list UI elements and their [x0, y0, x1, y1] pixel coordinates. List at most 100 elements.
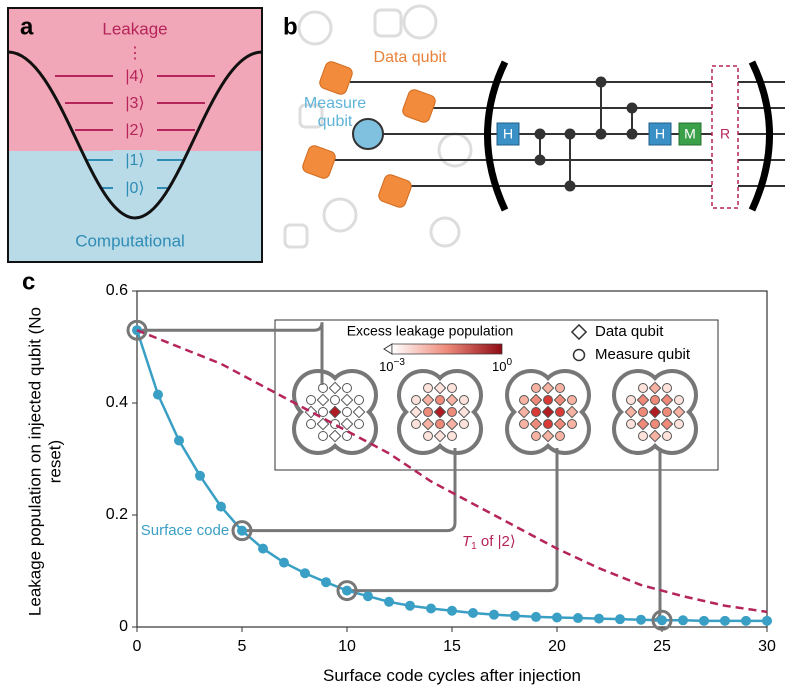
gate: [678, 122, 702, 146]
colorbar: [391, 343, 503, 355]
lattice-data-qubit: [316, 417, 330, 431]
gate: [496, 122, 520, 146]
level-label: |1⟩: [125, 152, 144, 169]
lattice-data-qubit: [316, 393, 330, 407]
lattice-measure-qubit: [674, 395, 684, 405]
lattice-data-qubit: [553, 417, 567, 431]
x-tick-label: 30: [758, 638, 776, 655]
y-tick-label: 0.2: [106, 506, 128, 523]
lattice-measure-qubit: [423, 383, 433, 393]
data-point: [258, 543, 268, 554]
lattice-measure-qubit: [354, 419, 364, 429]
lattice-measure-qubit: [638, 407, 648, 417]
lattice-measure-qubit: [447, 407, 457, 417]
lattice-data-qubit: [445, 393, 459, 407]
lattice-fill: [401, 373, 445, 417]
data-point: [468, 608, 478, 618]
computational-label: Computational: [75, 231, 185, 250]
y-axis-label: Leakage population on injected qubit (No…: [25, 307, 64, 617]
potential-curve: [7, 50, 263, 220]
lattice-data-qubit: [421, 417, 435, 431]
lattice-measure-qubit: [447, 431, 457, 441]
lattice-fill: [543, 373, 587, 417]
highlight-ring: [651, 609, 673, 631]
lattice-measure-qubit: [342, 383, 352, 393]
legend-label: Data qubit: [595, 323, 664, 340]
gate-label: H: [655, 126, 665, 142]
reset-box: [711, 65, 739, 209]
lattice-measure-qubit: [318, 407, 328, 417]
inset-title: Excess leakage population: [347, 323, 514, 339]
data-point: [594, 613, 604, 624]
lattice-data-qubit: [409, 405, 423, 419]
lattice-data-qubit: [636, 393, 650, 407]
lattice-measure-qubit: [306, 395, 316, 405]
highlight-ring: [126, 319, 148, 341]
lattice-measure-qubit: [423, 431, 433, 441]
lattice-data-qubit: [328, 405, 342, 419]
legend-diamond: [570, 323, 588, 341]
data-point: [510, 610, 520, 621]
lattice-data-qubit: [433, 429, 447, 443]
cz-gates: [534, 76, 638, 192]
lattice-measure-qubit: [531, 407, 541, 417]
data-point: [279, 557, 289, 568]
data-point: [384, 596, 394, 607]
data-point: [363, 591, 373, 602]
lattice: [292, 369, 378, 455]
lattice-data-qubit: [553, 393, 567, 407]
data-point: [657, 615, 667, 626]
base: 10: [492, 359, 506, 374]
data-point: [195, 470, 205, 481]
lattice-fill: [401, 407, 445, 451]
level-label: |3⟩: [125, 95, 144, 112]
series-label: Surface code: [140, 522, 230, 539]
data-point: [426, 603, 436, 614]
data-point: [447, 605, 457, 616]
lattice-measure-qubit: [459, 419, 469, 429]
lattice: [397, 369, 483, 455]
panel-label: c: [22, 268, 35, 295]
lattice-data-qubit: [672, 405, 686, 419]
lattice-measure-qubit: [459, 395, 469, 405]
lattice-data-qubit: [648, 405, 662, 419]
lattice-measure-qubit: [435, 419, 445, 429]
lattice: [505, 369, 591, 455]
highlight-ring: [336, 580, 358, 602]
lattice-measure-qubit: [567, 395, 577, 405]
data-point: [762, 615, 772, 626]
data-point: [720, 615, 730, 626]
x-tick-label: 25: [653, 638, 671, 655]
x-tick-label: 20: [548, 638, 566, 655]
lattice-fill: [650, 373, 694, 417]
lattice-data-qubit: [541, 381, 555, 395]
lattice-measure-qubit: [543, 395, 553, 405]
data-point: [153, 389, 163, 400]
lattice-data-qubit: [541, 405, 555, 419]
lattice-measure-qubit: [306, 419, 316, 429]
legend-circle: [572, 348, 586, 362]
level-label: |0⟩: [125, 180, 144, 197]
connector: [347, 448, 559, 593]
lattice-measure-qubit: [555, 407, 565, 417]
lattice-measure-qubit: [411, 395, 421, 405]
lattice-measure-qubit: [662, 407, 672, 417]
connector: [651, 448, 662, 622]
panel-label: a: [20, 13, 34, 40]
lattice-data-qubit: [624, 405, 638, 419]
lattice-measure-qubit: [423, 407, 433, 417]
lattice-data-qubit: [352, 405, 366, 419]
series-line: [136, 329, 768, 614]
legend-label: Measure qubit: [595, 346, 691, 363]
lattice-measure-qubit: [638, 383, 648, 393]
lattice-measure-qubit: [626, 395, 636, 405]
lattice-fill: [296, 373, 340, 417]
lattice-measure-qubit: [638, 431, 648, 441]
lattice-data-qubit: [636, 417, 650, 431]
lattice-measure-qubit: [318, 431, 328, 441]
lattice-measure-qubit: [531, 383, 541, 393]
lattice-measure-qubit: [555, 431, 565, 441]
lattice-fill: [435, 373, 479, 417]
